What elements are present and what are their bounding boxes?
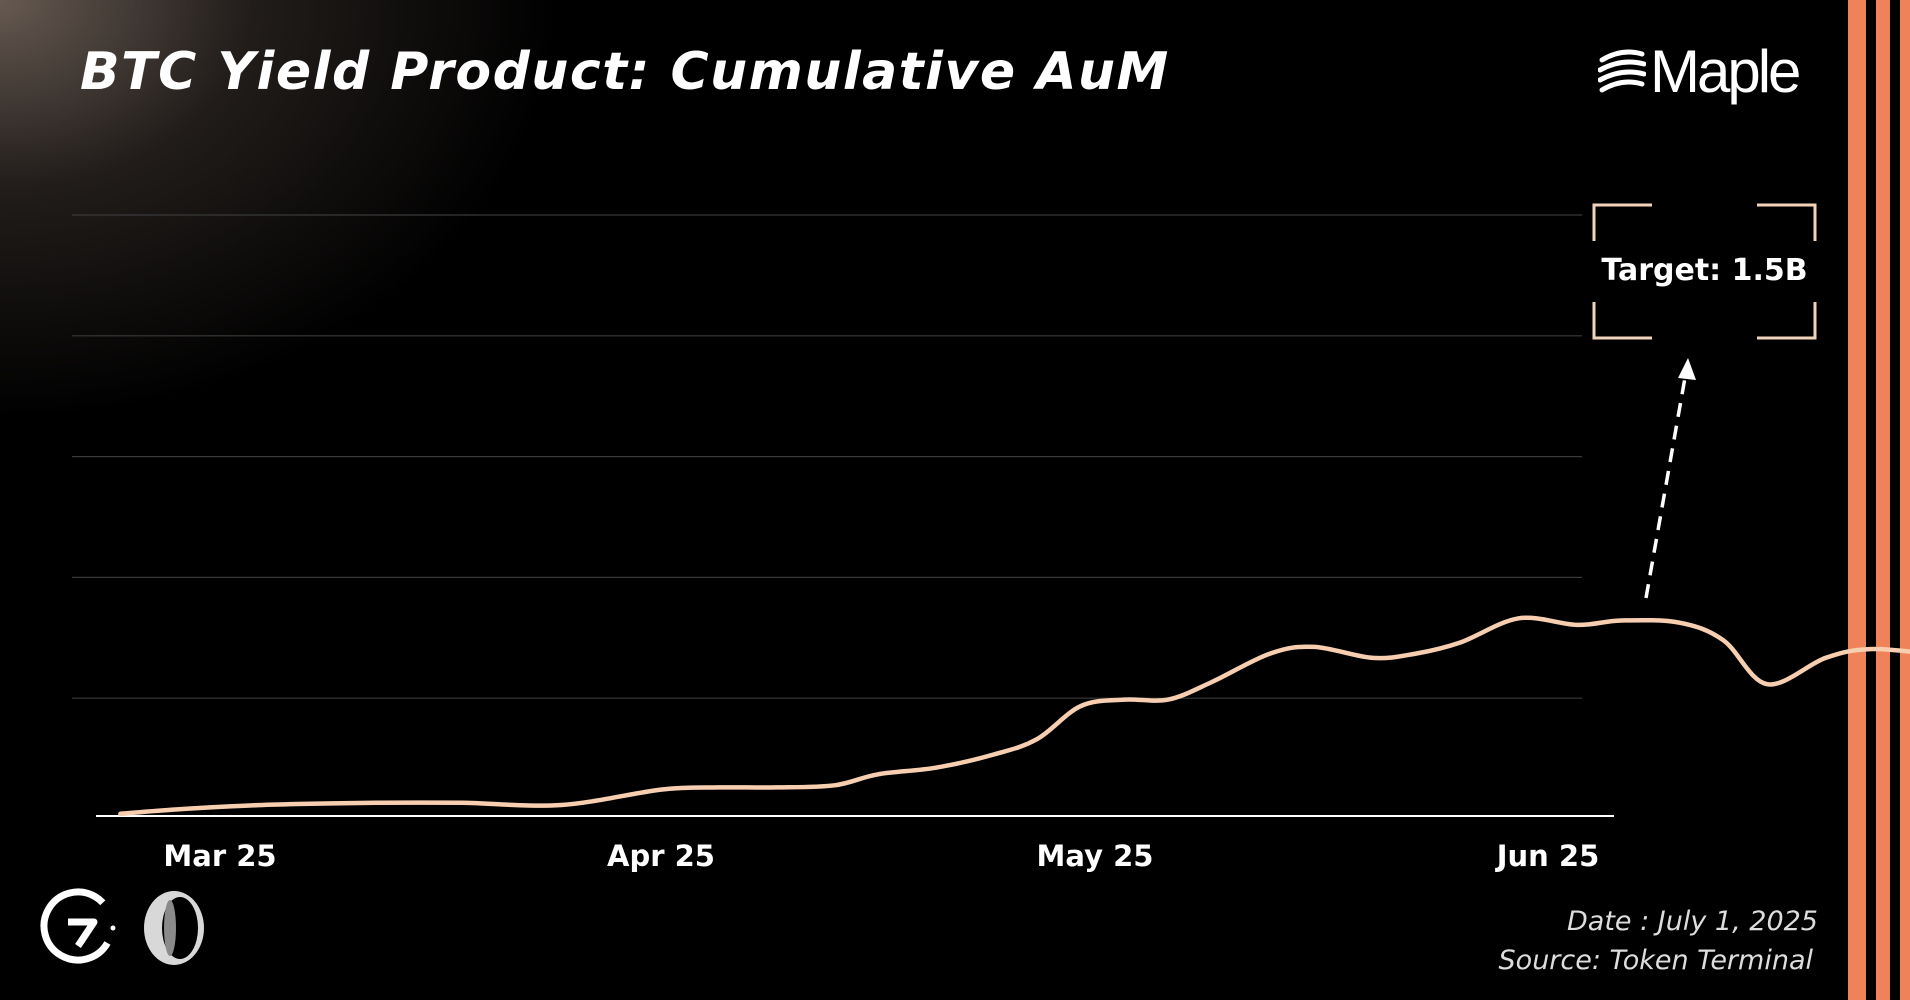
maple-brand: Maple [1598,36,1801,106]
x-tick-label: Apr 25 [607,839,715,873]
page-title: BTC Yield Product: Cumulative AuM [80,42,1170,102]
partner-ring-logo-icon [144,891,204,965]
accent-stripe [1848,0,1866,1000]
accent-stripe [1900,0,1910,1000]
target-arrow-line [1644,371,1688,599]
accent-stripe [1876,0,1890,1000]
target-arrow-head [1678,358,1696,380]
target-box-bracket [1757,203,1817,241]
date-label: Date : July 1, 2025 [1567,906,1818,937]
maple-logo-icon [1598,49,1646,93]
partner-g-logo-icon [40,888,116,964]
brand-name: Maple [1650,37,1801,105]
x-tick-label: Mar 25 [163,839,276,873]
x-tick-label: Jun 25 [1495,839,1600,873]
series-line [118,615,1910,817]
target-box-bracket [1592,203,1652,241]
target-annotation: Target: 1.5B [1601,253,1807,288]
x-tick-label: May 25 [1037,839,1154,873]
target-box-bracket [1592,302,1652,340]
target-box-bracket [1757,302,1817,340]
source-label: Source: Token Terminal [1498,945,1813,976]
